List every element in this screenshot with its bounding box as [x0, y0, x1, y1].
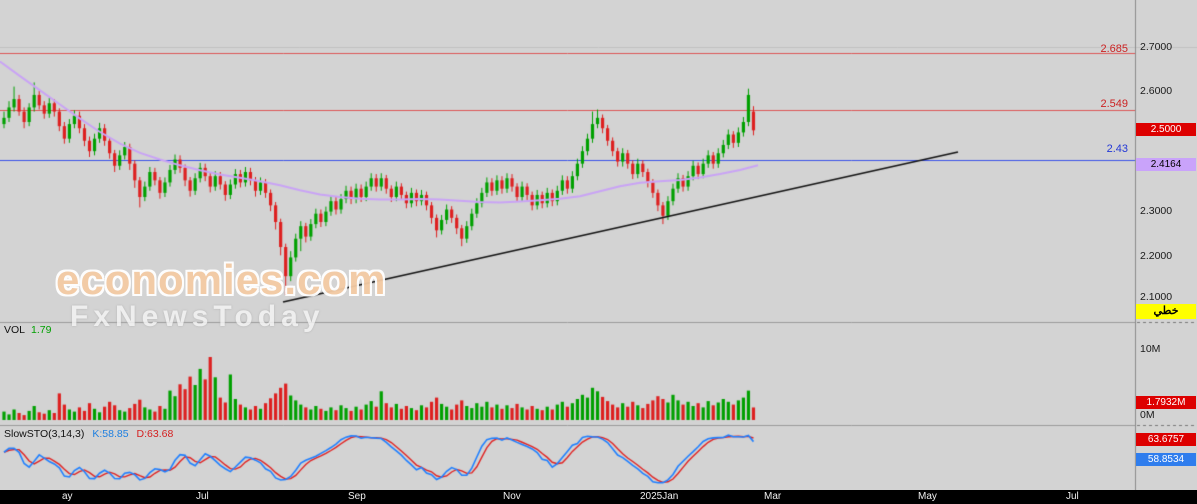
time-axis-tick: 2025Jan	[640, 491, 679, 502]
time-axis-tick: Jul	[196, 491, 209, 502]
price-tick-2-7000: 2.7000	[1140, 41, 1173, 53]
time-axis-tick: Mar	[764, 491, 782, 502]
watermark-sub: FxNewsToday	[70, 300, 325, 333]
ma-value-badge: 2.4164	[1136, 158, 1196, 171]
watermark-brand: economies.com	[56, 256, 387, 303]
stochastic-indicator-title: SlowSTO(3,14,3) K:58.85 D:63.68	[4, 428, 173, 440]
time-axis-tick: May	[918, 491, 937, 502]
time-axis[interactable]: ay Jul Sep Nov 2025Jan Mar May Jul	[0, 490, 1197, 504]
time-axis-tick: Jul	[1066, 491, 1079, 502]
volume-value-badge: 1.7932M	[1136, 396, 1196, 409]
volume-tick-10m: 10M	[1140, 343, 1161, 355]
price-tick-2-6000: 2.6000	[1140, 85, 1173, 97]
volume-indicator-title: VOL 1.79	[4, 324, 51, 336]
time-axis-tick: ay	[62, 491, 73, 502]
resistance-line-label-1: 2.685	[1100, 43, 1128, 55]
stochastic-label: SlowSTO(3,14,3)	[4, 428, 85, 440]
volume-label: VOL	[4, 324, 26, 336]
price-tick-2-3000: 2.3000	[1140, 205, 1173, 217]
stochastic-k-value: K:58.85	[92, 428, 129, 440]
stochastic-d-badge: 63.6757	[1136, 433, 1196, 446]
volume-value: 1.79	[31, 324, 52, 336]
volume-tick-0m: 0M	[1140, 409, 1155, 421]
stochastic-d-value: D:63.68	[136, 428, 174, 440]
time-axis-tick: Sep	[348, 491, 366, 502]
last-price-badge: 2.5000	[1136, 123, 1196, 136]
resistance-line-label-2: 2.549	[1100, 98, 1128, 110]
time-axis-tick: Nov	[503, 491, 521, 502]
stochastic-k-badge: 58.8534	[1136, 453, 1196, 466]
price-tick-2-1000: 2.1000	[1140, 291, 1173, 303]
support-line-label: 2.43	[1106, 143, 1128, 155]
scale-type-badge[interactable]: خطي	[1136, 304, 1196, 319]
price-tick-2-2000: 2.2000	[1140, 250, 1173, 262]
